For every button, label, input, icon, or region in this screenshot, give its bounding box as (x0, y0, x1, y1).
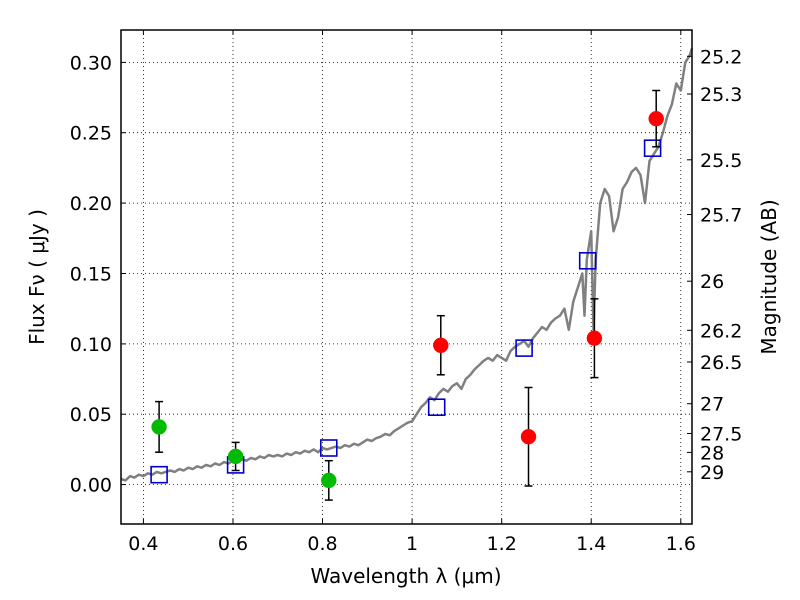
model-spectrum-line (120, 47, 694, 482)
x-tick-label: 1.6 (666, 533, 696, 555)
photometry-point (648, 110, 664, 127)
photometry-point (151, 419, 167, 435)
x-axis-label: Wavelength λ (μm) (310, 564, 501, 588)
y2-tick-label: 26.2 (700, 320, 742, 342)
y-axis-label: Flux Fν ( μJy ) (25, 209, 49, 345)
y-tick-label: 0.00 (70, 475, 112, 497)
x-tick-label: 0.6 (218, 533, 248, 555)
grid (121, 30, 692, 524)
photometry-point (321, 472, 337, 489)
y2-tick-label: 25.7 (700, 205, 742, 227)
y2-tick-label: 25.5 (700, 150, 742, 172)
y-tick-label: 0.25 (70, 123, 112, 145)
x-tick-label: 1.2 (487, 533, 517, 555)
model-flux-square (319, 439, 338, 457)
y2-axis-label: Magnitude (AB) (757, 199, 781, 354)
photometry-point (520, 428, 537, 445)
y-tick-label: 0.10 (70, 334, 112, 356)
y2-tick-label: 28 (700, 442, 724, 464)
x-tick-label: 1.4 (576, 533, 606, 555)
y2-tick-label: 25.2 (700, 46, 742, 68)
y2-tick-label: 29 (700, 462, 724, 484)
y-tick-label: 0.05 (70, 404, 112, 426)
y2-tick-label: 26.5 (700, 352, 742, 374)
x-tick-label: 0.4 (128, 533, 158, 555)
y2-tick-label: 25.3 (700, 84, 742, 106)
model-flux-square (578, 252, 597, 270)
y2-tick-label: 27 (700, 394, 724, 416)
axis-ticks: 0.4 0.6 0.8 1 1.2 1.4 1.6 0.00 0.05 0.10 0.15 0.20 0… (70, 30, 742, 555)
plot-data (120, 47, 694, 501)
photometry-point (433, 337, 449, 354)
x-tick-label: 0.8 (307, 533, 337, 555)
model-flux-square (515, 339, 533, 357)
model-flux-square (643, 139, 662, 157)
y2-tick-label: 26 (700, 271, 724, 293)
plot-frame (120, 29, 693, 525)
model-flux-square (427, 398, 446, 417)
x-tick-label: 1 (406, 533, 418, 555)
y-tick-label: 0.15 (70, 264, 112, 286)
y2-tick-label: 27.5 (700, 424, 742, 446)
photometry-point (227, 448, 244, 465)
photometry-point (586, 330, 603, 346)
model-flux-square (150, 465, 168, 484)
y-tick-label: 0.30 (70, 52, 112, 74)
y-tick-label: 0.20 (70, 193, 112, 215)
